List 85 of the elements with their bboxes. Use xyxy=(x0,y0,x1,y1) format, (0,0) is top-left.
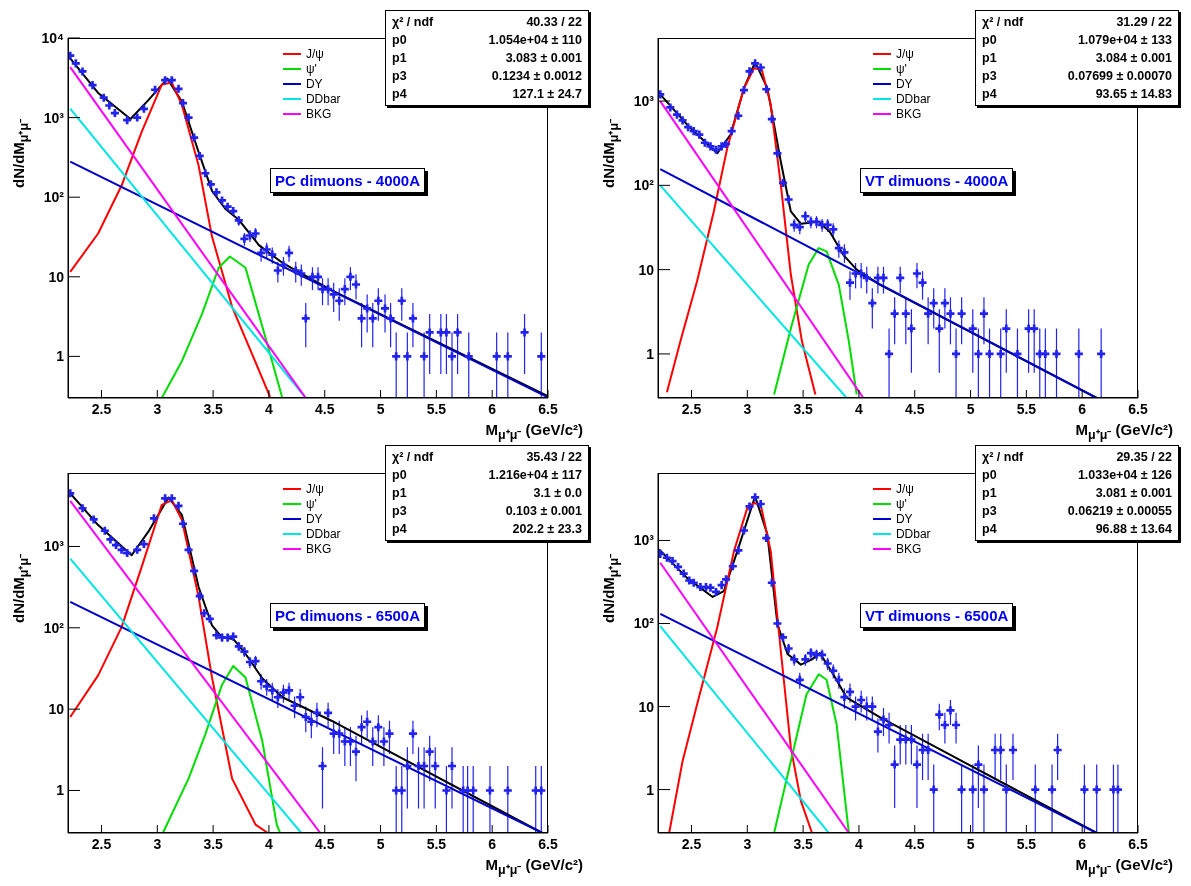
x-tick-label: 2.5 xyxy=(91,400,112,417)
legend-label: DDbar xyxy=(895,526,931,541)
legend-label: BKG xyxy=(895,106,922,121)
x-axis-title: M$_{μ⁺μ⁻}$ (GeV/c²) xyxy=(1075,856,1173,878)
y-tick-label: 1 xyxy=(56,782,65,799)
label-box: VT dimuons - 6500A xyxy=(860,603,1014,628)
x-tick-label: 4 xyxy=(265,400,274,417)
y-tick-label: 10² xyxy=(633,177,655,194)
stats-box: χ² / ndf 31.29 / 22 p0 1.079e+04 ± 133 p1 3.084 ± 0.001 p3 0.07699 ± 0.00070 p4 93.65 ± 14.83 xyxy=(975,10,1179,106)
x-tick-label: 4 xyxy=(855,835,864,852)
legend-label: J/ψ xyxy=(305,481,324,496)
x-tick-label: 4.5 xyxy=(315,835,335,852)
y-tick-label: 10⁴ xyxy=(41,29,65,46)
x-tick-label: 6.5 xyxy=(538,835,558,852)
x-tick-label: 4.5 xyxy=(905,835,925,852)
legend-label: DY xyxy=(305,511,323,526)
legend-label: DDbar xyxy=(305,91,341,106)
y-tick-label: 10 xyxy=(638,698,655,715)
legend-label: DY xyxy=(895,511,913,526)
legend-label: DDbar xyxy=(895,91,931,106)
legend-label: BKG xyxy=(305,541,332,556)
x-tick-label: 3.5 xyxy=(793,400,814,417)
x-tick-label: 3.5 xyxy=(203,835,224,852)
x-tick-label: 6 xyxy=(488,400,497,417)
legend-label: J/ψ xyxy=(305,46,324,61)
label-box: PC dimuons - 4000A xyxy=(270,168,426,193)
x-tick-label: 3 xyxy=(743,835,752,852)
x-tick-label: 4.5 xyxy=(905,400,925,417)
x-tick-label: 3 xyxy=(153,400,162,417)
stats-box: χ² / ndf 40.33 / 22 p0 1.054e+04 ± 110 p1 3.083 ± 0.001 p3 0.1234 ± 0.0012 p4 127.1 ± 24.7 xyxy=(385,10,589,106)
y-tick-label: 10³ xyxy=(633,93,655,110)
y-tick-label: 1 xyxy=(646,345,655,362)
y-tick-label: 10 xyxy=(638,261,655,278)
x-tick-label: 6.5 xyxy=(1128,835,1148,852)
x-tick-label: 6 xyxy=(488,835,497,852)
x-tick-label: 3.5 xyxy=(203,400,224,417)
y-tick-label: 10³ xyxy=(43,538,65,555)
legend-label: ψ' xyxy=(895,61,907,76)
legend-label: BKG xyxy=(895,541,922,556)
x-tick-label: 6 xyxy=(1078,400,1087,417)
label-box: VT dimuons - 4000A xyxy=(860,168,1014,193)
stats-box: χ² / ndf 35.43 / 22 p0 1.216e+04 ± 117 p1 3.1 ± 0.0 p3 0.103 ± 0.001 p4 202.2 ± 23.3 xyxy=(385,445,589,541)
y-tick-label: 10³ xyxy=(43,109,65,126)
x-tick-label: 5.5 xyxy=(426,400,447,417)
x-tick-label: 3 xyxy=(743,400,752,417)
legend-label: J/ψ xyxy=(895,46,914,61)
y-tick-label: 10³ xyxy=(633,532,655,549)
x-axis-title: M$_{μ⁺μ⁻}$ (GeV/c²) xyxy=(485,421,583,443)
y-tick-label: 1 xyxy=(646,781,655,798)
x-axis-title: M$_{μ⁺μ⁻}$ (GeV/c²) xyxy=(485,856,583,878)
x-tick-label: 5 xyxy=(966,400,975,417)
x-tick-label: 3 xyxy=(153,835,162,852)
y-tick-label: 10² xyxy=(633,615,655,632)
x-tick-label: 2.5 xyxy=(681,400,702,417)
legend-label: ψ' xyxy=(895,496,907,511)
y-tick-label: 10 xyxy=(48,268,65,285)
legend-label: ψ' xyxy=(305,496,317,511)
x-tick-label: 6.5 xyxy=(1128,400,1148,417)
legend-label: DY xyxy=(895,76,913,91)
x-tick-label: 5 xyxy=(966,835,975,852)
label-box: PC dimuons - 6500A xyxy=(270,603,426,628)
x-tick-label: 2.5 xyxy=(91,835,112,852)
legend-label: BKG xyxy=(305,106,332,121)
x-tick-label: 5.5 xyxy=(426,835,447,852)
y-tick-label: 10² xyxy=(43,619,65,636)
x-axis-title: M$_{μ⁺μ⁻}$ (GeV/c²) xyxy=(1075,421,1173,443)
x-tick-label: 4 xyxy=(265,835,274,852)
legend-label: DDbar xyxy=(305,526,341,541)
x-tick-label: 5 xyxy=(376,400,385,417)
x-tick-label: 4 xyxy=(855,400,864,417)
x-tick-label: 3.5 xyxy=(793,835,814,852)
x-tick-label: 2.5 xyxy=(681,835,702,852)
y-tick-label: 1 xyxy=(56,348,65,365)
x-tick-label: 5 xyxy=(376,835,385,852)
legend-label: ψ' xyxy=(305,61,317,76)
y-tick-label: 10 xyxy=(48,701,65,718)
stats-box: χ² / ndf 29.35 / 22 p0 1.033e+04 ± 126 p1 3.081 ± 0.001 p3 0.06219 ± 0.00055 p4 96.88 ± 13.64 xyxy=(975,445,1179,541)
x-tick-label: 5.5 xyxy=(1016,400,1037,417)
y-tick-label: 10² xyxy=(43,189,65,206)
x-tick-label: 6 xyxy=(1078,835,1087,852)
legend-label: J/ψ xyxy=(895,481,914,496)
x-tick-label: 6.5 xyxy=(538,400,558,417)
legend-label: DY xyxy=(305,76,323,91)
x-tick-label: 4.5 xyxy=(315,400,335,417)
x-tick-label: 5.5 xyxy=(1016,835,1037,852)
